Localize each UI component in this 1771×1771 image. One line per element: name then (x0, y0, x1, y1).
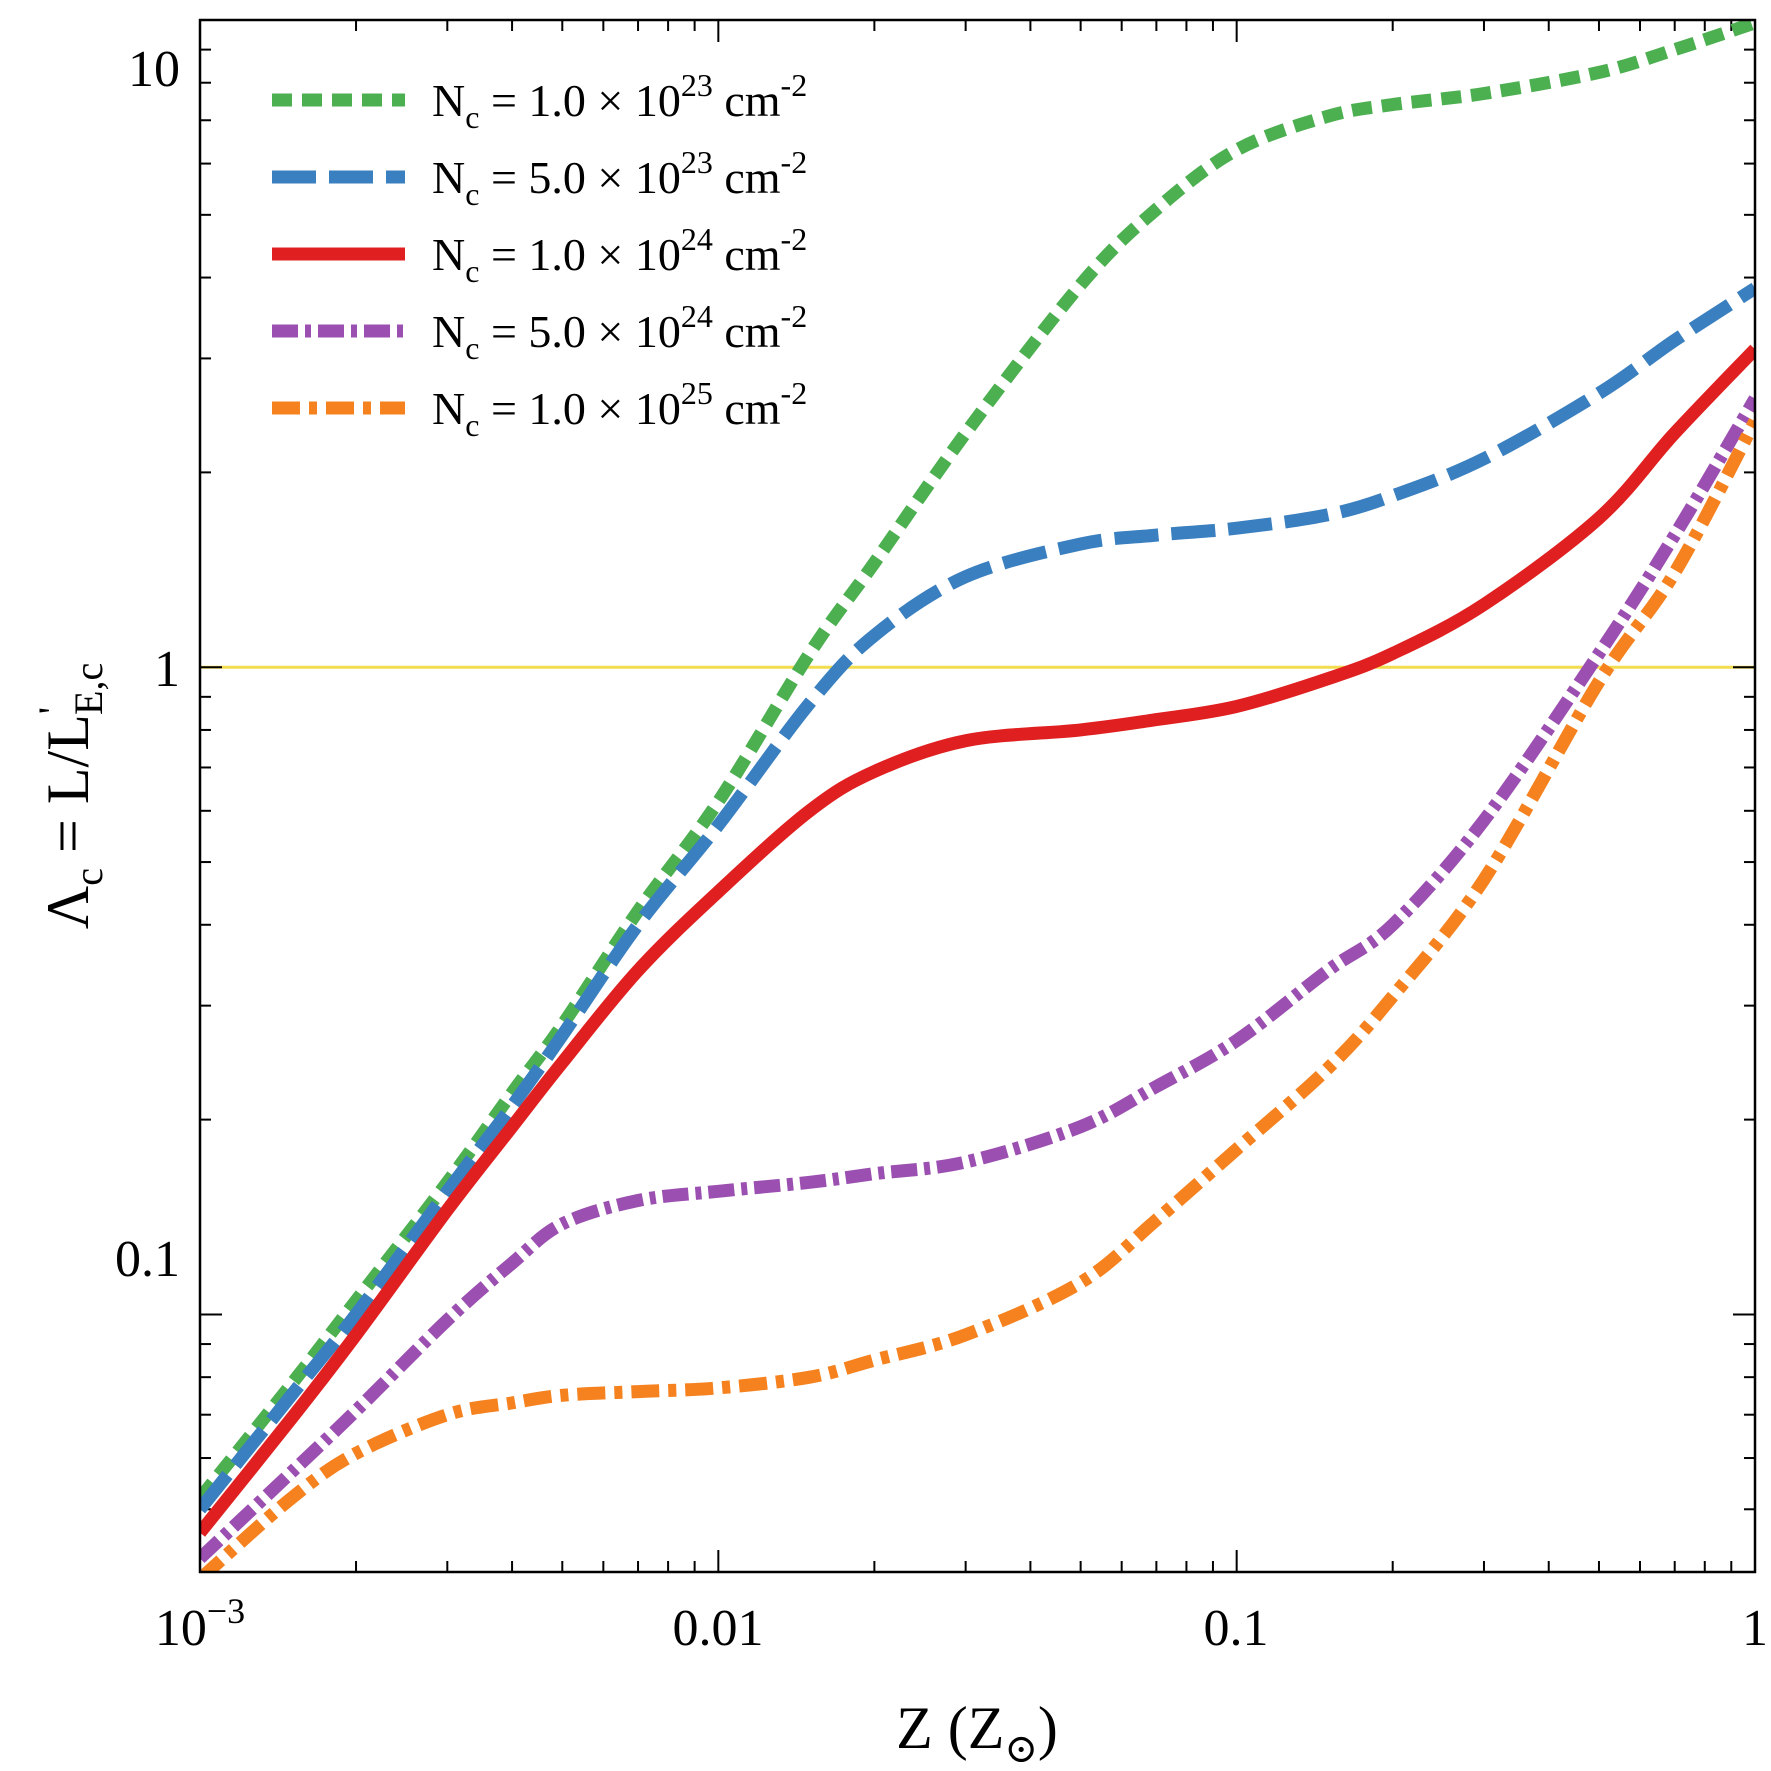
legend-label-5-exp: 25 (681, 375, 713, 411)
legend-label-2-n-sub: c (465, 176, 479, 212)
legend-label-2-coef: = 5.0 × 10 (479, 152, 680, 203)
legend-label-2-unit-exp: -2 (781, 144, 808, 180)
legend-label-2-exp: 23 (681, 144, 713, 180)
x-tick-label-0.001: 10−3 (155, 1591, 245, 1657)
legend-label-3-n: N (432, 229, 465, 280)
legend-label-1-unit: cm (713, 75, 781, 126)
y-tick-label-10: 10 (128, 41, 180, 98)
y-axis-title-lambda-sub: c (66, 868, 111, 886)
legend-label-5-coef: = 1.0 × 10 (479, 383, 680, 434)
legend-label-2-n: N (432, 152, 465, 203)
legend-label-1-exp: 23 (681, 67, 713, 103)
series-line-2 (200, 282, 1755, 1514)
x-axis-title-main: Z (Z (896, 1695, 1004, 1761)
legend-label-4-n-sub: c (465, 330, 479, 366)
legend-label-3-unit-exp: -2 (781, 221, 808, 257)
y-tick-labels: 0.1 1 10 (115, 41, 180, 1288)
x-tick-label-1: 1 (1742, 1600, 1768, 1657)
series-lines (200, 20, 1755, 1572)
plot-frame (198, 18, 1757, 1574)
series-line-3 (200, 344, 1755, 1537)
legend-label-2-unit: cm (713, 152, 781, 203)
legend-label-3: Nc = 1.0 × 1024 cm-2 (432, 221, 807, 289)
x-tick-label-0.001-base: 10 (155, 1600, 207, 1657)
legend-label-4-coef: = 5.0 × 10 (479, 306, 680, 357)
legend-label-1-coef: = 1.0 × 10 (479, 75, 680, 126)
legend-label-2: Nc = 5.0 × 1023 cm-2 (432, 144, 807, 212)
x-tick-label-0.01: 0.01 (673, 1600, 764, 1657)
y-tick-label-0.1: 0.1 (115, 1231, 180, 1288)
y-axis-title: Λc = L/L'E,c (30, 663, 111, 930)
x-axis-title-close: ) (1038, 1695, 1058, 1761)
y-tick-label-1: 1 (154, 641, 180, 698)
legend-label-5: Nc = 1.0 × 1025 cm-2 (432, 375, 807, 443)
x-tick-label-0.001-exponent: −3 (207, 1591, 245, 1631)
x-tick-label-0.1: 0.1 (1204, 1600, 1269, 1657)
y-axis-title-eq: = L/L (35, 714, 101, 868)
legend: Nc = 1.0 × 1023 cm-2Nc = 5.0 × 1023 cm-2… (272, 67, 807, 443)
x-axis-title: Z (Z⊙) (896, 1695, 1058, 1771)
legend-label-4-n: N (432, 306, 465, 357)
legend-label-5-unit-exp: -2 (781, 375, 808, 411)
legend-label-4-exp: 24 (681, 298, 713, 334)
legend-label-3-n-sub: c (465, 253, 479, 289)
y-axis-title-prime: ' (30, 707, 75, 714)
legend-label-1-n: N (432, 75, 465, 126)
legend-label-4-unit: cm (713, 306, 781, 357)
x-tick-labels: 10−3 0.01 0.1 1 (155, 1591, 1768, 1657)
series-line-5 (200, 418, 1755, 1572)
legend-label-1: Nc = 1.0 × 1023 cm-2 (432, 67, 807, 135)
axis-ticks (200, 20, 1755, 1572)
legend-label-5-n: N (432, 383, 465, 434)
series-line-4 (200, 395, 1755, 1564)
legend-label-5-unit: cm (713, 383, 781, 434)
legend-label-3-exp: 24 (681, 221, 713, 257)
legend-label-3-unit: cm (713, 229, 781, 280)
y-axis-title-l-sub: E,c (66, 663, 111, 715)
legend-label-1-n-sub: c (465, 99, 479, 135)
y-axis-title-lambda: Λ (35, 886, 101, 930)
legend-label-1-unit-exp: -2 (781, 67, 808, 103)
legend-label-4-unit-exp: -2 (781, 298, 808, 334)
x-axis-title-sun-symbol: ⊙ (1004, 1726, 1038, 1771)
legend-label-5-n-sub: c (465, 407, 479, 443)
legend-label-4: Nc = 5.0 × 1024 cm-2 (432, 298, 807, 366)
legend-label-3-coef: = 1.0 × 10 (479, 229, 680, 280)
